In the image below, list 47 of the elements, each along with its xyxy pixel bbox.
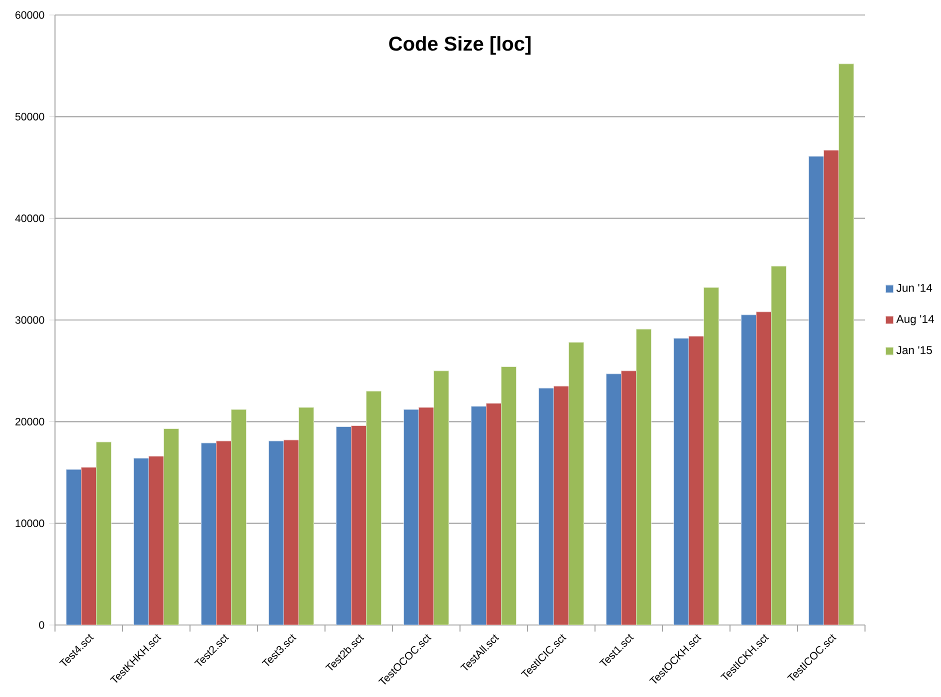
legend-label: Aug '14	[896, 315, 934, 326]
bar	[470, 406, 487, 626]
bar	[703, 287, 720, 626]
bar	[200, 442, 217, 626]
bar	[838, 64, 854, 626]
bar	[96, 442, 112, 626]
bar	[606, 374, 622, 626]
y-tick-label: 20000	[15, 418, 44, 426]
bar	[500, 366, 517, 626]
bar	[486, 403, 502, 626]
bar	[740, 314, 757, 626]
bar	[350, 425, 367, 626]
legend-label: Jun '14	[896, 284, 932, 292]
legend-label: Jan '15	[896, 346, 932, 354]
bar	[163, 428, 180, 626]
y-tick-label: 30000	[15, 316, 44, 324]
bar	[268, 440, 284, 626]
bar	[216, 440, 232, 626]
bar	[298, 407, 314, 626]
y-tick-label: 60000	[15, 11, 44, 19]
bar	[283, 440, 300, 626]
y-tick-label: 50000	[15, 112, 44, 120]
bar	[673, 338, 690, 626]
bar	[66, 469, 82, 626]
bar	[808, 156, 824, 626]
bar	[823, 150, 840, 626]
y-tick-label: 10000	[16, 520, 44, 528]
bar	[756, 312, 772, 626]
y-tick-label: 0	[39, 621, 44, 629]
bar	[336, 426, 352, 626]
bar	[688, 336, 704, 626]
y-tick-label: 40000	[15, 214, 44, 222]
bar	[366, 390, 382, 626]
bar	[433, 370, 450, 626]
bar	[80, 467, 97, 626]
bar	[620, 370, 637, 626]
bar	[418, 407, 434, 626]
bar	[538, 388, 554, 626]
bar	[636, 328, 652, 626]
bar	[553, 386, 570, 626]
bar	[230, 409, 247, 626]
bar	[770, 266, 787, 626]
bar	[133, 458, 150, 626]
bar	[568, 342, 584, 626]
bar	[148, 456, 164, 626]
bar	[403, 409, 420, 626]
text: Code Size [loc]	[389, 36, 531, 55]
